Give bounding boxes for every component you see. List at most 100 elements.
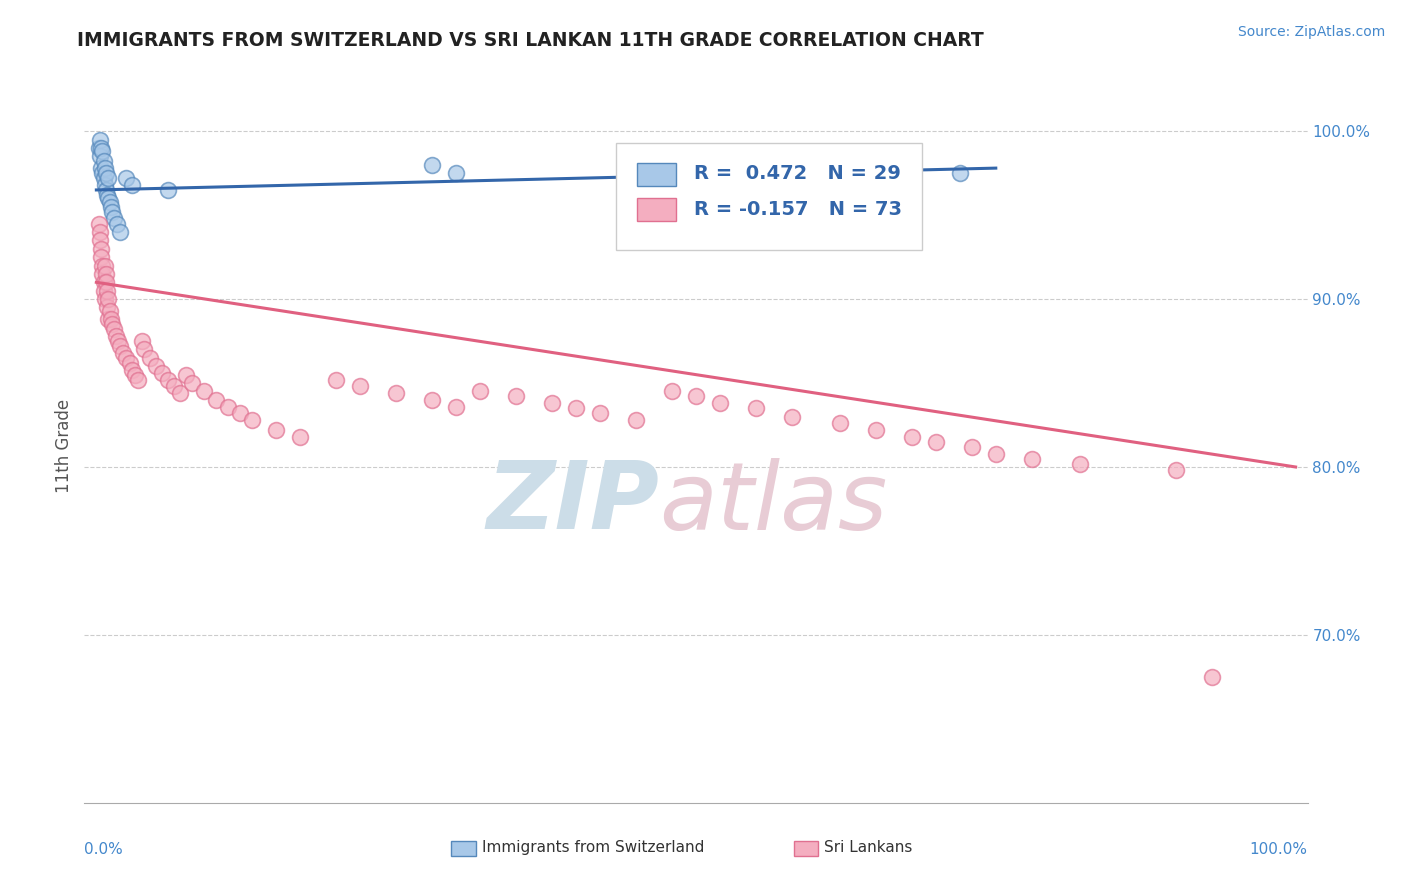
Y-axis label: 11th Grade: 11th Grade (55, 399, 73, 493)
Point (93, 292, 117, 306)
Point (96, 188, 118, 202)
Point (89, 149, 111, 163)
Point (624, 413, 647, 427)
Point (97, 171, 120, 186)
Point (444, 400, 467, 414)
Point (828, 417, 851, 431)
Text: Source: ZipAtlas.com: Source: ZipAtlas.com (1237, 25, 1385, 39)
Point (205, 392, 228, 407)
Point (217, 400, 239, 414)
Text: ZIP: ZIP (486, 457, 659, 549)
Point (1069, 457, 1091, 471)
Point (91, 267, 114, 281)
Point (127, 373, 149, 387)
Text: R = -0.157   N = 73: R = -0.157 N = 73 (693, 200, 901, 219)
Point (93, 284, 115, 298)
Point (468, 384, 491, 399)
Point (98, 194, 121, 209)
Point (925, 434, 948, 449)
Text: R =  0.472   N = 29: R = 0.472 N = 29 (693, 164, 900, 183)
Point (90, 141, 112, 155)
Point (661, 384, 683, 399)
Text: 100.0%: 100.0% (1250, 842, 1308, 857)
Point (96, 284, 118, 298)
Point (115, 351, 138, 365)
Point (1164, 463, 1187, 477)
Point (118, 356, 141, 370)
Point (110, 225, 132, 239)
Point (124, 368, 146, 382)
Point (100, 200, 122, 214)
Point (325, 373, 347, 387)
Point (193, 384, 215, 399)
Point (565, 401, 588, 416)
Point (98, 303, 121, 318)
Point (104, 329, 127, 343)
Point (960, 440, 983, 454)
Point (780, 409, 803, 424)
Point (89, 225, 111, 239)
Point (420, 158, 443, 172)
Point (91, 145, 114, 159)
Point (145, 359, 167, 374)
Point (93, 161, 117, 175)
Point (96, 301, 118, 315)
Point (589, 406, 612, 420)
Text: Sri Lankans: Sri Lankans (824, 839, 912, 855)
Point (91, 259, 114, 273)
Point (100, 312, 122, 326)
Point (103, 322, 125, 336)
Text: atlas: atlas (659, 458, 887, 549)
Point (94, 166, 117, 180)
Point (349, 379, 371, 393)
Point (93, 171, 115, 186)
Text: Immigrants from Switzerland: Immigrants from Switzerland (482, 839, 704, 855)
Point (134, 343, 156, 357)
FancyBboxPatch shape (616, 143, 922, 250)
Point (264, 423, 287, 437)
Point (131, 334, 153, 348)
Point (93, 259, 117, 273)
Bar (794, 840, 818, 856)
Bar (451, 840, 475, 856)
Point (97, 191, 120, 205)
Point (229, 406, 252, 420)
Point (505, 389, 527, 403)
Point (107, 334, 129, 348)
Point (865, 423, 887, 437)
Point (169, 386, 191, 401)
Point (163, 379, 186, 393)
Text: 0.0%: 0.0% (84, 842, 124, 857)
Point (385, 386, 408, 401)
Point (150, 366, 173, 380)
Point (949, 166, 972, 180)
Point (94, 183, 117, 197)
Point (91, 166, 114, 180)
Point (745, 401, 768, 416)
Point (101, 204, 124, 219)
Point (157, 373, 180, 387)
Point (103, 211, 125, 226)
Point (111, 346, 134, 360)
Point (1201, 670, 1223, 684)
Point (94, 267, 117, 281)
Point (157, 183, 180, 197)
Bar (637, 162, 676, 186)
Point (121, 178, 143, 192)
Point (89, 233, 111, 247)
Point (87, 217, 110, 231)
Point (420, 392, 443, 407)
Point (105, 217, 128, 231)
Point (181, 376, 204, 390)
Point (90, 242, 112, 256)
Point (174, 368, 197, 382)
Point (93, 178, 117, 192)
Point (139, 351, 162, 365)
Point (290, 430, 312, 444)
Point (90, 161, 112, 175)
Point (709, 396, 731, 410)
Point (89, 132, 111, 146)
Point (93, 275, 115, 289)
Point (94, 275, 117, 289)
Point (87, 141, 110, 155)
